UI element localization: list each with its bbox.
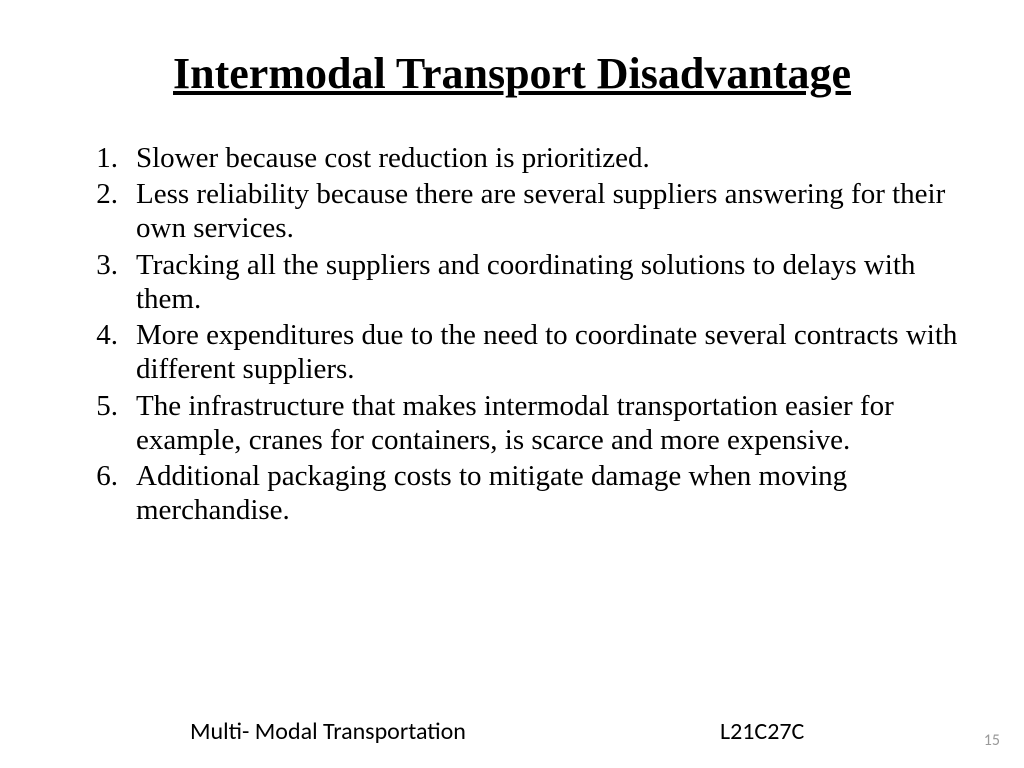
footer-left-text: Multi- Modal Transportation <box>190 717 466 746</box>
disadvantage-list: Slower because cost reduction is priorit… <box>64 141 960 527</box>
list-item: Less reliability because there are sever… <box>118 177 960 245</box>
slide-title: Intermodal Transport Disadvantage <box>64 48 960 99</box>
slide: Intermodal Transport Disadvantage Slower… <box>0 0 1024 768</box>
list-item: Additional packaging costs to mitigate d… <box>118 459 960 527</box>
list-item: More expenditures due to the need to coo… <box>118 318 960 386</box>
list-item: The infrastructure that makes intermodal… <box>118 389 960 457</box>
list-item: Slower because cost reduction is priorit… <box>118 141 960 175</box>
footer: Multi- Modal Transportation L21C27C <box>0 714 1024 746</box>
page-number: 15 <box>984 731 1000 750</box>
footer-mid-text: L21C27C <box>720 717 804 746</box>
list-item: Tracking all the suppliers and coordinat… <box>118 248 960 316</box>
